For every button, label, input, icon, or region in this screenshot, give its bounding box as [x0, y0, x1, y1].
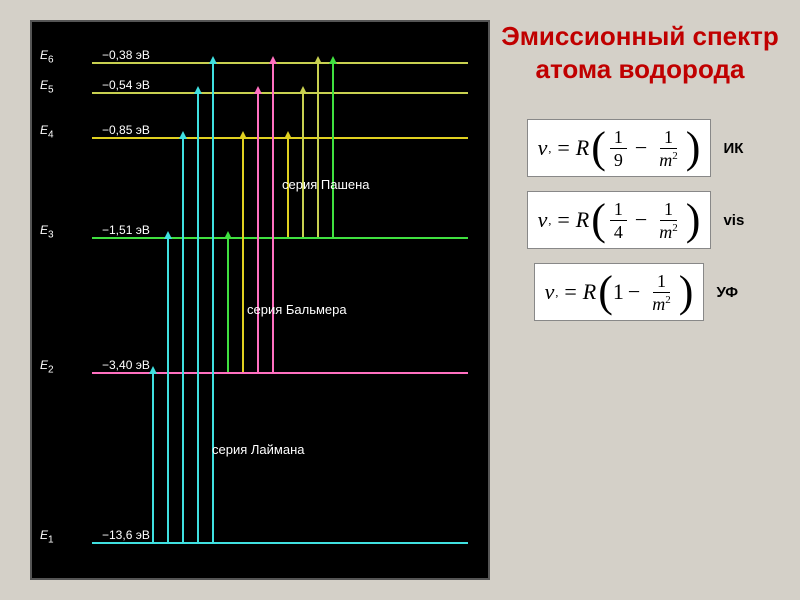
- energy-level-label-6: E6: [40, 48, 54, 65]
- transition-arrow: [317, 62, 319, 237]
- energy-level-value-3: −1,51 эВ: [102, 223, 150, 237]
- transition-arrow: [227, 237, 229, 372]
- energy-level-label-5: E5: [40, 78, 54, 95]
- rydberg-formula: ν,=R(14−1m2): [527, 191, 712, 249]
- energy-level-4: [92, 137, 468, 139]
- spectral-region-label: vis: [723, 212, 753, 229]
- energy-level-5: [92, 92, 468, 94]
- series-label: серия Лаймана: [212, 442, 304, 457]
- formula-block: ν,=R(14−1m2) vis: [500, 191, 780, 249]
- energy-level-label-2: E2: [40, 358, 54, 375]
- energy-level-6: [92, 62, 468, 64]
- energy-level-value-2: −3,40 эВ: [102, 358, 150, 372]
- formula-block: ν,=R(1−1m2) УФ: [500, 263, 780, 321]
- energy-level-label-3: E3: [40, 223, 54, 240]
- series-label: серия Бальмера: [247, 302, 347, 317]
- energy-level-label-1: E1: [40, 528, 54, 545]
- transition-arrow: [257, 92, 259, 372]
- transition-arrow: [197, 92, 199, 542]
- energy-level-diagram: E6 −0,38 эВ E5 −0,54 эВ E4 −0,85 эВ E3 −1,51 эВ…: [30, 20, 490, 580]
- rydberg-formula: ν,=R(1−1m2): [534, 263, 705, 321]
- energy-level-value-4: −0,85 эВ: [102, 123, 150, 137]
- rydberg-formula: ν,=R(19−1m2): [527, 119, 712, 177]
- slide-title: Эмиссионный спектр атома водорода: [500, 20, 780, 85]
- energy-level-value-6: −0,38 эВ: [102, 48, 150, 62]
- spectral-region-label: ИК: [723, 140, 753, 157]
- energy-level-label-4: E4: [40, 123, 54, 140]
- right-panel: Эмиссионный спектр атома водорода ν,=R(1…: [490, 0, 800, 600]
- series-label: серия Пашена: [282, 177, 370, 192]
- transition-arrow: [182, 137, 184, 542]
- energy-level-1: [92, 542, 468, 544]
- transition-arrow: [167, 237, 169, 542]
- energy-level-value-5: −0,54 эВ: [102, 78, 150, 92]
- transition-arrow: [242, 137, 244, 372]
- energy-level-value-1: −13,6 эВ: [102, 528, 150, 542]
- transition-arrow: [332, 62, 334, 237]
- transition-arrow: [272, 62, 274, 372]
- spectral-region-label: УФ: [716, 284, 746, 301]
- transition-arrow: [302, 92, 304, 237]
- transition-arrow: [212, 62, 214, 542]
- formula-block: ν,=R(19−1m2) ИК: [500, 119, 780, 177]
- energy-level-3: [92, 237, 468, 239]
- transition-arrow: [152, 372, 154, 542]
